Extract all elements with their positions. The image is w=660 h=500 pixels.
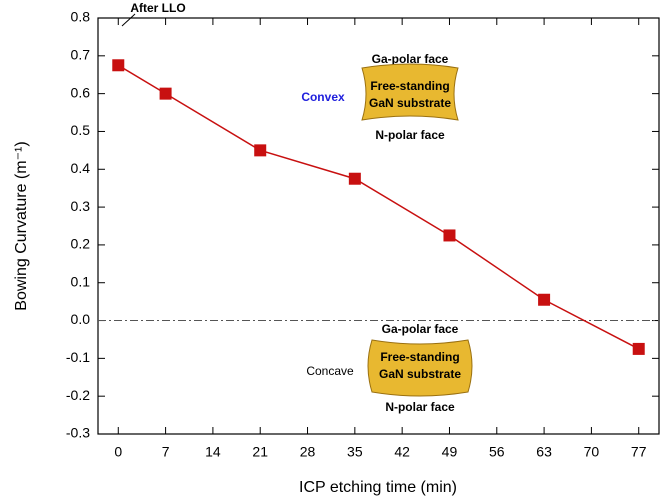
y-axis-label: Bowing Curvature (m⁻¹) [13, 141, 30, 310]
y-tick-label: -0.1 [66, 349, 90, 365]
annotation: N-polar face [385, 400, 455, 414]
y-tick-label: 0.7 [71, 47, 91, 63]
x-axis-label: ICP etching time (min) [299, 479, 457, 496]
wafer-convex [361, 63, 459, 121]
x-tick-label: 63 [536, 444, 552, 460]
y-tick-label: 0.2 [71, 236, 91, 252]
annotation: N-polar face [375, 128, 445, 142]
x-tick-label: 7 [162, 444, 170, 460]
x-tick-label: 28 [300, 444, 316, 460]
data-point [254, 144, 267, 157]
annotation: Ga-polar face [372, 52, 449, 66]
wafer-concave [367, 339, 473, 397]
annotation: Ga-polar face [382, 322, 459, 336]
x-tick-label: 21 [252, 444, 268, 460]
x-tick-label: 0 [114, 444, 122, 460]
x-tick-label: 14 [205, 444, 221, 460]
annotation: Convex [301, 90, 345, 104]
y-tick-label: 0.4 [71, 160, 91, 176]
data-point [159, 87, 172, 100]
y-tick-label: -0.2 [66, 387, 90, 403]
data-point [348, 172, 361, 185]
annotation: Concave [306, 364, 354, 378]
y-tick-label: 0.8 [71, 9, 91, 25]
annotation-arrow [121, 13, 136, 27]
data-point [443, 229, 456, 242]
x-tick-label: 42 [394, 444, 410, 460]
y-tick-label: -0.3 [66, 425, 90, 441]
annotation: Free-standing [370, 79, 449, 93]
data-point [538, 293, 551, 306]
x-tick-label: 56 [489, 444, 505, 460]
x-tick-label: 77 [631, 444, 647, 460]
annotation: GaN substrate [369, 96, 451, 110]
x-tick-label: 70 [584, 444, 600, 460]
annotation: Free-standing [380, 350, 459, 364]
y-tick-label: 0.0 [71, 311, 91, 327]
data-point [632, 342, 645, 355]
y-tick-label: 0.6 [71, 84, 91, 100]
x-tick-label: 49 [442, 444, 458, 460]
x-tick-label: 35 [347, 444, 363, 460]
data-point [112, 59, 125, 72]
annotation: GaN substrate [379, 367, 461, 381]
plot-frame [97, 17, 660, 435]
y-tick-label: 0.3 [71, 198, 91, 214]
y-tick-label: 0.1 [71, 273, 91, 289]
y-tick-label: 0.5 [71, 122, 91, 138]
annotation: After LLO [130, 1, 185, 15]
